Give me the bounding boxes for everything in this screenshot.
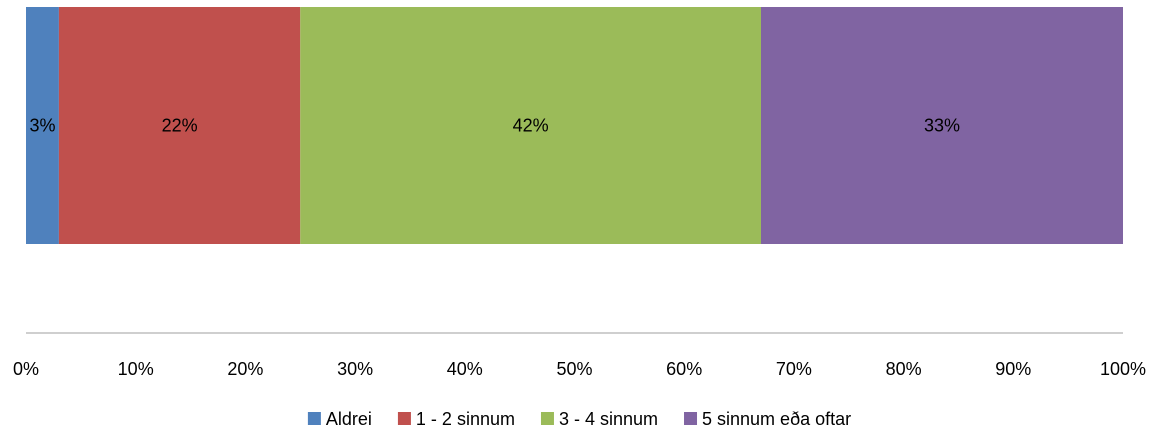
segment-labels: 3% 22% 42% 33%: [29, 116, 960, 136]
legend-swatch: [307, 412, 321, 425]
x-tick-label: 60%: [666, 359, 702, 379]
legend: Aldrei 1 - 2 sinnum 3 - 4 sinnum 5 sinnum e…: [307, 409, 851, 429]
x-tick-label: 30%: [337, 359, 373, 379]
legend-label: 1 - 2 sinnum: [416, 409, 515, 429]
legend-item-2: 1 - 2 sinnum: [397, 409, 515, 429]
legend-label: Aldrei: [326, 409, 372, 429]
legend-item-1: Aldrei: [307, 409, 372, 429]
legend-item-3: 3 - 4 sinnum: [540, 409, 658, 429]
bar-segments: [26, 7, 1123, 244]
bar-segment-3: [300, 7, 761, 244]
x-tick-label: 10%: [118, 359, 154, 379]
bar-segment-1: [26, 7, 59, 244]
segment-label-2: 22%: [162, 116, 198, 136]
x-axis-ticks: 0% 10% 20% 30% 40% 50% 60% 70% 80% 90% 100%: [13, 359, 1146, 379]
x-tick-label: 0%: [13, 359, 39, 379]
x-tick-label: 100%: [1100, 359, 1146, 379]
x-tick-label: 20%: [227, 359, 263, 379]
segment-label-3: 42%: [513, 116, 549, 136]
bar-segment-4: [760, 7, 1123, 244]
x-tick-label: 90%: [995, 359, 1031, 379]
segment-label-4: 33%: [924, 116, 960, 136]
bar-segment-2: [58, 7, 301, 244]
legend-label: 5 sinnum eða oftar: [702, 409, 851, 429]
legend-label: 3 - 4 sinnum: [559, 409, 658, 429]
legend-swatch: [397, 412, 411, 425]
x-tick-label: 50%: [556, 359, 592, 379]
x-tick-label: 80%: [886, 359, 922, 379]
legend-item-4: 5 sinnum eða oftar: [684, 409, 851, 429]
x-tick-label: 40%: [447, 359, 483, 379]
segment-label-1: 3%: [29, 116, 55, 136]
legend-swatch: [684, 412, 698, 425]
x-tick-label: 70%: [776, 359, 812, 379]
legend-swatch: [540, 412, 554, 425]
